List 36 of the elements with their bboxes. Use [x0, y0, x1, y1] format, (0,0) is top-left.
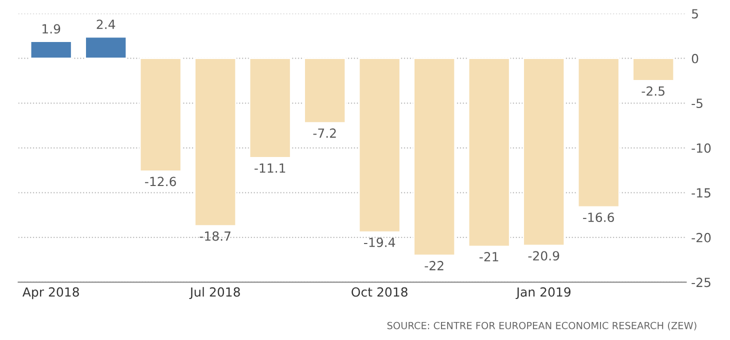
bar [194, 58, 237, 226]
bar [304, 58, 346, 124]
x-tick-label: Apr 2018 [22, 287, 79, 300]
bar [577, 58, 620, 208]
data-label: -7.2 [313, 128, 336, 138]
bar [358, 58, 401, 233]
bar [248, 58, 292, 158]
bar [522, 58, 566, 246]
x-tick-label: Jan 2019 [516, 287, 570, 300]
source-note: SOURCE: CENTRE FOR EUROPEAN ECONOMIC RESEARCH (ZEW) [387, 322, 696, 330]
data-label: -16.6 [583, 212, 614, 222]
data-label: -19.4 [364, 238, 396, 248]
data-label: 1.9 [42, 24, 60, 34]
y-tick-label: -15 [692, 188, 710, 198]
data-label: -20.9 [528, 251, 560, 261]
bar [139, 58, 182, 172]
x-tick-label: Jul 2018 [189, 287, 240, 300]
data-label: -22 [424, 260, 444, 270]
data-label: -12.6 [145, 176, 176, 186]
data-label: -2.5 [642, 86, 664, 96]
bar [30, 40, 72, 60]
y-tick-label: -10 [692, 143, 711, 153]
y-tick-label: -25 [692, 278, 710, 288]
y-tick-label: 0 [692, 54, 698, 64]
data-label: -18.7 [200, 231, 230, 241]
data-label: 2.4 [96, 20, 116, 29]
x-tick-label: Oct 2018 [352, 287, 408, 297]
y-tick-label: 5 [692, 9, 698, 19]
bar [84, 36, 128, 60]
y-tick-label: -20 [692, 232, 711, 242]
bar [632, 58, 675, 82]
data-label: -21 [480, 252, 498, 262]
bar [468, 58, 510, 248]
y-tick-label: -5 [692, 98, 702, 108]
data-label: -11.1 [254, 164, 286, 173]
bar [413, 58, 456, 256]
